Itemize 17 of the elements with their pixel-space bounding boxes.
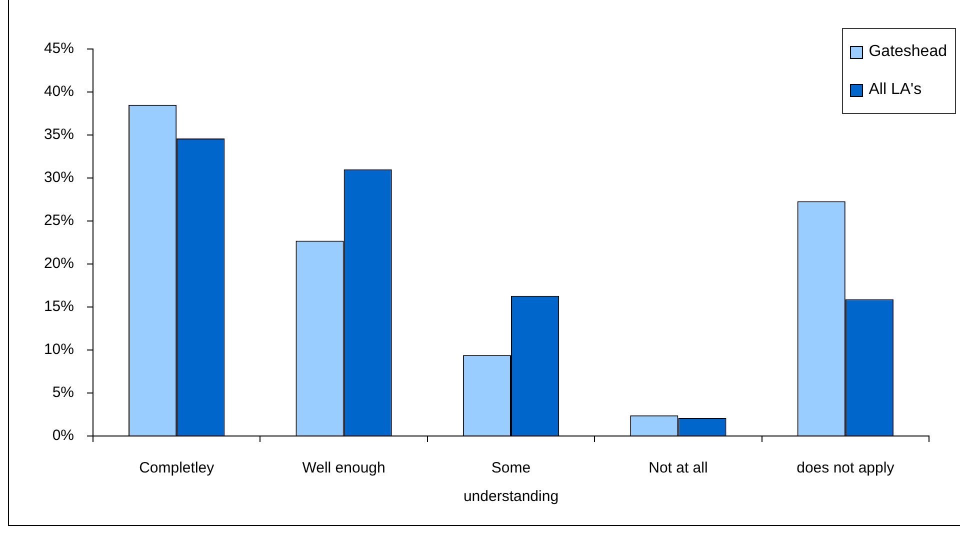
legend-label: All LA's — [868, 81, 922, 99]
y-tick-label: 40% — [44, 83, 74, 100]
x-tick-label: Well enough — [302, 459, 386, 476]
x-tick-label: Completley — [139, 459, 215, 476]
y-tick-label: 15% — [44, 298, 74, 316]
y-tick-label: 45% — [44, 40, 74, 58]
y-tick-label: 10% — [44, 341, 74, 358]
y-tick-label: 0% — [52, 427, 74, 444]
y-tick-label: 20% — [44, 255, 74, 272]
y-tick-label: 5% — [52, 384, 74, 402]
y-tick-label: 25% — [44, 212, 74, 230]
y-tick-label: 30% — [44, 169, 74, 186]
y-tick-label: 35% — [44, 126, 74, 144]
x-tick-label: Some understanding — [463, 459, 559, 505]
x-tick-label: does not apply — [796, 459, 895, 476]
x-tick-label: Not at all — [648, 459, 708, 476]
legend-label: Gateshead — [868, 43, 947, 61]
